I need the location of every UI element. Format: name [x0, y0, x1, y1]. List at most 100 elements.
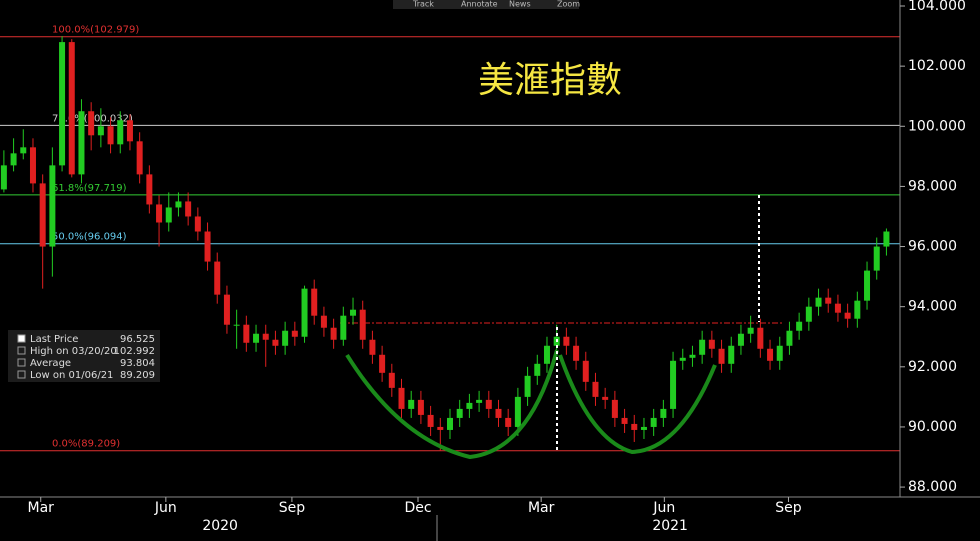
candle-body	[611, 399, 618, 418]
candle-body	[776, 345, 783, 361]
candle-body	[223, 294, 230, 325]
candle-body	[679, 357, 686, 361]
candle-body	[97, 126, 104, 136]
toolbar-button[interactable]: Zoom	[557, 0, 580, 9]
candle-body	[0, 165, 7, 190]
year-label: 2021	[652, 518, 688, 534]
candle-body	[660, 408, 667, 418]
candle-body	[194, 216, 201, 232]
candle-body	[107, 126, 114, 145]
y-tick-label: 94.000	[908, 299, 957, 315]
candle-body	[29, 147, 36, 184]
candle-body	[786, 330, 793, 346]
candle-body	[757, 327, 764, 349]
candle-body	[311, 288, 318, 316]
cup-right	[558, 354, 717, 455]
legend-icon	[17, 334, 26, 343]
y-tick-label: 90.000	[908, 419, 957, 435]
year-label: 2020	[202, 518, 238, 534]
axes: 104.000 102.000 100.000 98.000 96.000 94.000 9…	[28, 0, 966, 534]
toolbar-button[interactable]: Track	[412, 0, 434, 9]
fib-label: 0.0%(89.209)	[52, 439, 120, 450]
legend-value: 102.992	[114, 346, 155, 357]
toolbar-items: Track Annotate News Zoom	[412, 0, 580, 9]
candle-body	[708, 339, 715, 349]
x-tick-label: Sep	[775, 500, 802, 516]
candle-body	[767, 348, 774, 361]
candle-body	[456, 408, 463, 418]
legend-label: High on 03/20/20	[30, 346, 117, 357]
y-tick-label: 102.000	[908, 58, 966, 74]
candle-body	[640, 426, 647, 430]
legend-label: Average	[30, 358, 71, 369]
candle-body	[59, 42, 66, 166]
candle-body	[728, 345, 735, 364]
legend-value: 93.804	[120, 358, 155, 369]
candle-body	[10, 153, 17, 166]
chart-title: 美滙指數	[478, 60, 622, 101]
candle-body	[631, 423, 638, 430]
candle-body	[437, 426, 444, 430]
candle-body	[185, 201, 192, 217]
x-tick-label: Jun	[652, 500, 675, 516]
candle-body	[20, 147, 27, 154]
candle-body	[582, 360, 589, 382]
candle-body	[233, 324, 240, 326]
candle-body	[408, 399, 415, 409]
candle-body	[379, 354, 386, 373]
toolbar-button[interactable]: Annotate	[461, 0, 498, 9]
x-tick-label: Sep	[279, 500, 306, 516]
legend-icon	[17, 346, 26, 355]
candle-body	[272, 339, 279, 346]
candle-body	[796, 321, 803, 331]
candle-body	[136, 141, 143, 175]
candle-body	[126, 120, 133, 142]
cup-left	[345, 349, 559, 460]
candle-body	[49, 165, 56, 247]
legend-value: 89.209	[120, 370, 155, 381]
candle-body	[805, 306, 812, 322]
candle-body	[573, 345, 580, 361]
candle-body	[834, 303, 841, 313]
candle-body	[214, 261, 221, 295]
candle-body	[146, 174, 153, 205]
candle-body	[68, 42, 75, 175]
candle-body	[864, 270, 871, 301]
candle-body	[117, 120, 124, 145]
x-tick-label: Dec	[404, 500, 431, 516]
fib-label: 100.0%(102.979)	[52, 25, 139, 36]
candle-body	[253, 333, 260, 343]
candle-body	[543, 345, 550, 364]
legend-box	[8, 330, 160, 382]
candle-body	[476, 399, 483, 403]
legend-icon	[17, 370, 26, 379]
candle-body	[262, 333, 269, 340]
y-tick-label: 98.000	[908, 178, 957, 194]
y-tick-label: 104.000	[908, 0, 966, 14]
candle-body	[359, 309, 366, 340]
candle-body	[340, 315, 347, 340]
fib-label: 50.0%(96.094)	[52, 232, 127, 243]
candle-body	[427, 414, 434, 427]
candle-body	[592, 381, 599, 397]
fib-label: 61.8%(97.719)	[52, 183, 127, 194]
candle-body	[88, 111, 95, 136]
candle-body	[670, 360, 677, 409]
candle-body	[718, 348, 725, 364]
candle-body	[350, 309, 357, 316]
candle-body	[301, 288, 308, 337]
candle-body	[398, 387, 405, 409]
candle-body	[650, 417, 657, 427]
y-tick-label: 92.000	[908, 359, 957, 375]
candle-body	[175, 201, 182, 208]
x-tick-label: Mar	[28, 500, 55, 516]
candles	[0, 36, 890, 451]
candle-body	[602, 396, 609, 400]
candle-body	[156, 204, 163, 223]
toolbar	[393, 0, 579, 9]
y-tick-label: 100.000	[908, 118, 966, 134]
candle-body	[747, 327, 754, 334]
toolbar-button[interactable]: News	[509, 0, 531, 9]
